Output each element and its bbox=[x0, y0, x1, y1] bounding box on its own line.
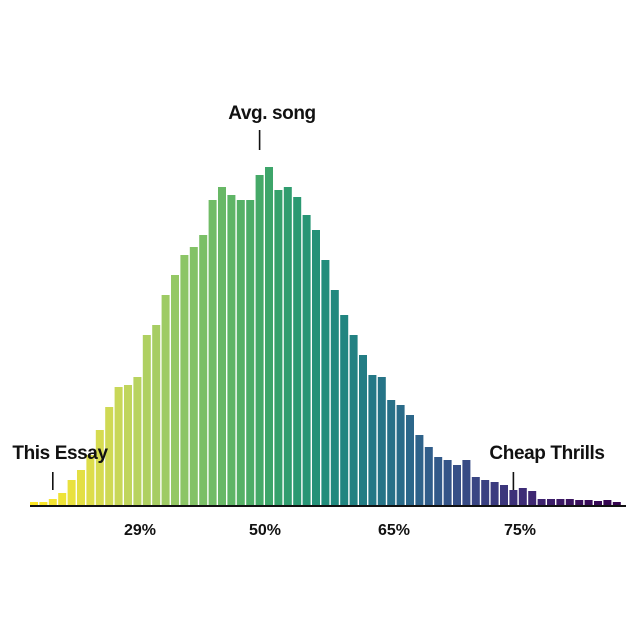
bar-38 bbox=[387, 400, 396, 505]
bar-51 bbox=[509, 490, 518, 505]
bar-14 bbox=[161, 295, 170, 505]
bar-34 bbox=[349, 335, 358, 505]
annotation-label-2: Cheap Thrills bbox=[489, 443, 604, 464]
annotation-label-0: This Essay bbox=[12, 443, 108, 464]
bar-43 bbox=[434, 457, 443, 505]
bar-56 bbox=[556, 499, 565, 505]
x-tick-label-1: 50% bbox=[249, 522, 281, 539]
x-tick-label-0: 29% bbox=[124, 522, 156, 539]
bar-53 bbox=[528, 491, 537, 505]
bar-25 bbox=[265, 167, 273, 505]
bar-50 bbox=[500, 485, 508, 505]
bar-18 bbox=[199, 235, 208, 505]
bar-26 bbox=[274, 190, 283, 505]
bar-0 bbox=[30, 502, 38, 505]
bar-9 bbox=[114, 387, 123, 505]
bar-11 bbox=[133, 377, 142, 505]
annotations: This Essay Avg. song Cheap Thrills bbox=[12, 103, 605, 490]
x-axis-ticks: 29% 50% 65% 75% bbox=[124, 522, 536, 539]
bar-46 bbox=[462, 460, 471, 505]
x-tick-label-2: 65% bbox=[378, 522, 410, 539]
bar-28 bbox=[293, 197, 302, 505]
bar-15 bbox=[171, 275, 179, 505]
bar-33 bbox=[340, 315, 349, 505]
bar-16 bbox=[180, 255, 189, 505]
bar-55 bbox=[547, 499, 555, 505]
bar-39 bbox=[396, 405, 405, 505]
bar-42 bbox=[424, 447, 433, 505]
bar-31 bbox=[321, 260, 330, 505]
bar-32 bbox=[330, 290, 339, 505]
histogram-bars bbox=[30, 167, 621, 505]
bar-12 bbox=[142, 335, 151, 505]
bar-52 bbox=[518, 488, 527, 505]
bar-57 bbox=[565, 499, 574, 505]
bar-5 bbox=[77, 470, 85, 505]
bar-44 bbox=[443, 460, 452, 505]
bar-3 bbox=[58, 493, 67, 505]
annotation-label-1: Avg. song bbox=[228, 103, 316, 124]
bar-24 bbox=[255, 175, 264, 505]
bar-21 bbox=[227, 195, 236, 505]
x-tick-label-3: 75% bbox=[504, 522, 536, 539]
bar-60 bbox=[594, 501, 602, 505]
bar-19 bbox=[208, 200, 217, 505]
bar-13 bbox=[152, 325, 161, 505]
bar-27 bbox=[283, 187, 292, 505]
bar-7 bbox=[95, 430, 104, 505]
bar-49 bbox=[490, 482, 499, 505]
bar-59 bbox=[584, 500, 593, 505]
bar-10 bbox=[124, 385, 132, 505]
bar-35 bbox=[359, 355, 367, 505]
bar-36 bbox=[368, 375, 377, 505]
bar-48 bbox=[481, 480, 490, 505]
bar-29 bbox=[302, 215, 311, 505]
bar-47 bbox=[471, 477, 480, 505]
bar-54 bbox=[537, 499, 546, 505]
bar-22 bbox=[236, 200, 245, 505]
bar-41 bbox=[415, 435, 424, 505]
bar-30 bbox=[312, 230, 320, 505]
bar-45 bbox=[453, 465, 461, 505]
bar-17 bbox=[189, 247, 198, 505]
bar-37 bbox=[377, 377, 386, 505]
bar-6 bbox=[86, 455, 95, 505]
bar-20 bbox=[218, 187, 226, 505]
bar-2 bbox=[48, 499, 57, 505]
bar-4 bbox=[67, 480, 76, 505]
bar-62 bbox=[612, 502, 621, 505]
bar-61 bbox=[603, 500, 612, 505]
bar-1 bbox=[39, 502, 48, 505]
bar-23 bbox=[246, 200, 255, 505]
bar-58 bbox=[575, 500, 584, 505]
bar-8 bbox=[105, 407, 114, 505]
bar-40 bbox=[406, 415, 414, 505]
